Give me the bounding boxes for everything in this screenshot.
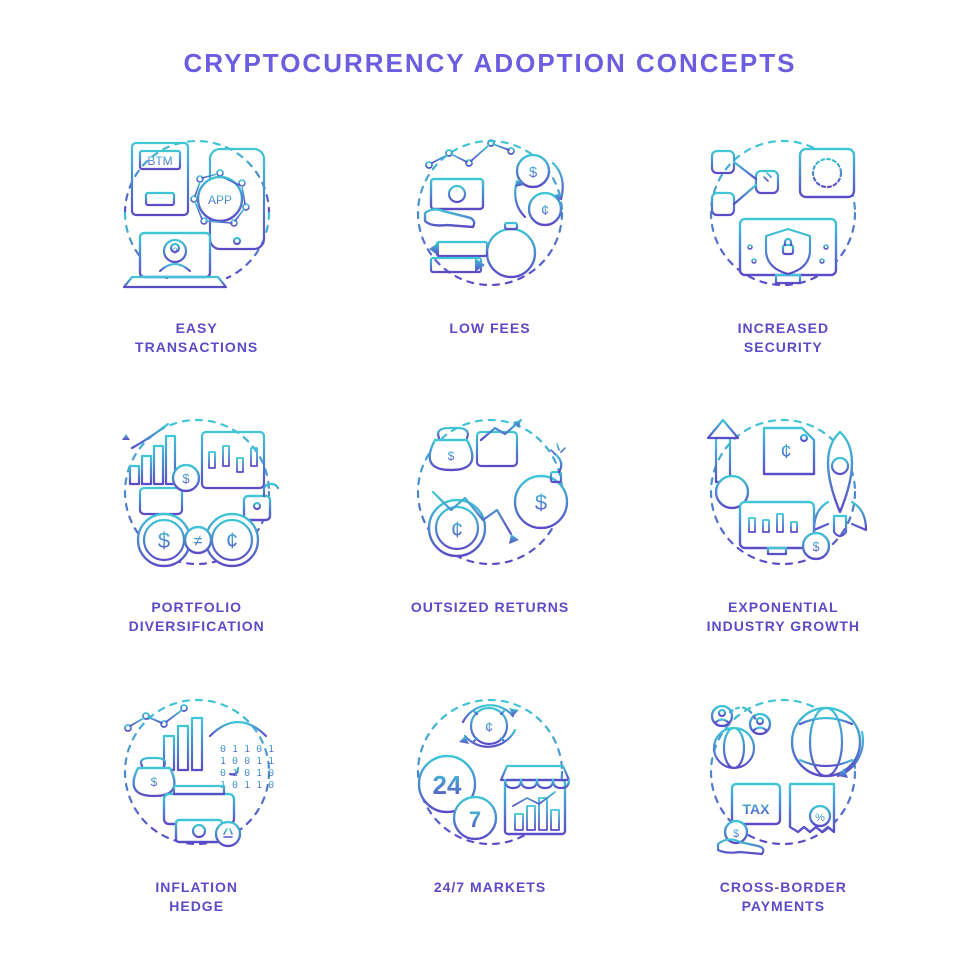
svg-text:$: $ bbox=[158, 528, 170, 553]
cell-increased-security: INCREASED SECURITY bbox=[647, 113, 920, 374]
svg-text:0 1 0 1 0: 0 1 0 1 0 bbox=[220, 768, 274, 779]
svg-text:$: $ bbox=[529, 164, 538, 181]
cell-inflation-hedge: 0 1 1 0 1 1 0 0 1 1 0 1 0 1 0 1 0 1 1 0 … bbox=[60, 672, 333, 933]
num7-text: 7 bbox=[469, 807, 481, 832]
app-text: APP bbox=[208, 193, 232, 207]
svg-text:$: $ bbox=[448, 449, 455, 463]
num24-text: 24 bbox=[433, 770, 462, 800]
label-easy-transactions: EASY TRANSACTIONS bbox=[135, 319, 258, 357]
label-increased-security: INCREASED SECURITY bbox=[738, 319, 829, 357]
outsized-returns-icon: $ $ ¢ bbox=[385, 392, 595, 592]
svg-text:$: $ bbox=[535, 490, 547, 515]
tax-text: TAX bbox=[743, 801, 771, 817]
icon-grid: BTM APP bbox=[60, 113, 920, 933]
svg-text:¢: ¢ bbox=[226, 528, 238, 553]
btm-text: BTM bbox=[147, 154, 172, 168]
cell-markets-247: ¢ 24 7 bbox=[353, 672, 626, 933]
svg-text:?: ? bbox=[172, 246, 177, 256]
page-title: CRYPTOCURRENCY ADOPTION CONCEPTS bbox=[60, 48, 920, 79]
exponential-growth-icon: ¢ $ bbox=[678, 392, 888, 592]
page: CRYPTOCURRENCY ADOPTION CONCEPTS BTM bbox=[0, 0, 980, 980]
label-exponential-growth: EXPONENTIAL INDUSTRY GROWTH bbox=[707, 598, 860, 636]
binary-text: 0 1 1 0 1 bbox=[220, 744, 274, 755]
svg-text:¢: ¢ bbox=[781, 441, 792, 463]
svg-text:≠: ≠ bbox=[193, 533, 202, 550]
easy-transactions-icon: BTM APP bbox=[92, 113, 302, 313]
cell-portfolio-diversification: $ $ ¢ bbox=[60, 392, 333, 653]
svg-text:$: $ bbox=[733, 828, 739, 840]
increased-security-icon bbox=[678, 113, 888, 313]
label-low-fees: LOW FEES bbox=[449, 319, 530, 338]
label-markets-247: 24/7 MARKETS bbox=[434, 878, 546, 897]
portfolio-diversification-icon: $ $ ¢ bbox=[92, 392, 302, 592]
svg-text:¢: ¢ bbox=[541, 202, 549, 219]
svg-text:1 0 1 1 0: 1 0 1 1 0 bbox=[220, 780, 274, 791]
low-fees-icon: $ ¢ bbox=[385, 113, 595, 313]
inflation-hedge-icon: 0 1 1 0 1 1 0 0 1 1 0 1 0 1 0 1 0 1 1 0 … bbox=[92, 672, 302, 872]
cell-outsized-returns: $ $ ¢ OUTSIZED bbox=[353, 392, 626, 653]
cross-border-icon: TAX % $ bbox=[678, 672, 888, 872]
svg-text:$: $ bbox=[182, 471, 190, 486]
label-inflation-hedge: INFLATION HEDGE bbox=[155, 878, 238, 916]
markets-247-icon: ¢ 24 7 bbox=[385, 672, 595, 872]
svg-text:¢: ¢ bbox=[451, 517, 463, 542]
cell-cross-border: TAX % $ CROSS-BORDER PAYMENTS bbox=[647, 672, 920, 933]
svg-text:¢: ¢ bbox=[485, 719, 493, 736]
label-outsized-returns: OUTSIZED RETURNS bbox=[411, 598, 569, 617]
label-portfolio-diversification: PORTFOLIO DIVERSIFICATION bbox=[129, 598, 265, 636]
svg-text:%: % bbox=[815, 812, 825, 824]
cell-exponential-growth: ¢ $ bbox=[647, 392, 920, 653]
svg-text:1 0 0 1 1: 1 0 0 1 1 bbox=[220, 756, 274, 767]
label-cross-border: CROSS-BORDER PAYMENTS bbox=[720, 878, 847, 916]
svg-text:$: $ bbox=[813, 539, 821, 554]
cell-low-fees: $ ¢ LO bbox=[353, 113, 626, 374]
cell-easy-transactions: BTM APP bbox=[60, 113, 333, 374]
svg-text:$: $ bbox=[150, 775, 157, 789]
